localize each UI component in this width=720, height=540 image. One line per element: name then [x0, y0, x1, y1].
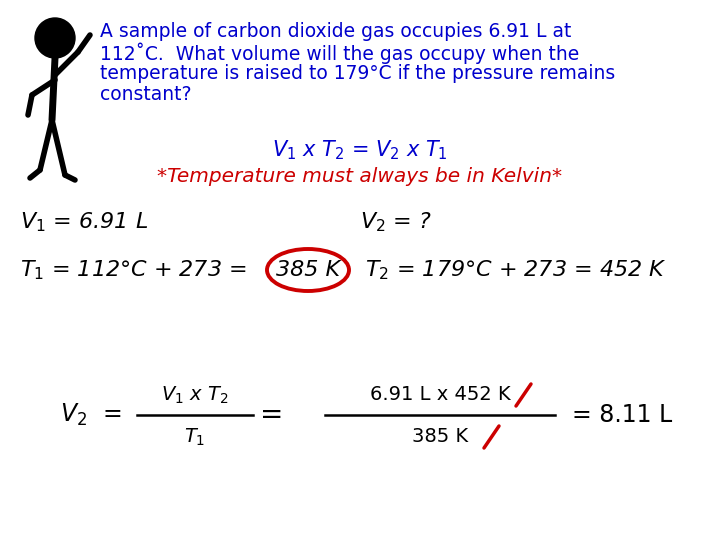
- Text: $T_2$ = 179°C + 273 = 452 K: $T_2$ = 179°C + 273 = 452 K: [365, 258, 667, 281]
- Text: $V_1$ = 6.91 L: $V_1$ = 6.91 L: [20, 210, 148, 234]
- Text: 385 K: 385 K: [412, 428, 468, 447]
- Text: $V_1$ x $T_2$ = $V_2$ x $T_1$: $V_1$ x $T_2$ = $V_2$ x $T_1$: [272, 138, 448, 161]
- Text: constant?: constant?: [100, 85, 192, 104]
- Text: *Temperature must always be in Kelvin*: *Temperature must always be in Kelvin*: [158, 167, 562, 186]
- Text: = 8.11 L: = 8.11 L: [572, 403, 672, 427]
- Text: 6.91 L x 452 K: 6.91 L x 452 K: [369, 386, 510, 404]
- Text: A sample of carbon dioxide gas occupies 6.91 L at: A sample of carbon dioxide gas occupies …: [100, 22, 572, 41]
- Text: 112˚C.  What volume will the gas occupy when the: 112˚C. What volume will the gas occupy w…: [100, 43, 580, 64]
- Text: 385 K: 385 K: [276, 260, 340, 280]
- Circle shape: [35, 18, 75, 58]
- Text: $T_1$ = 112°C + 273 =: $T_1$ = 112°C + 273 =: [20, 258, 247, 281]
- Text: $V_2$ = ?: $V_2$ = ?: [360, 210, 432, 234]
- Text: $V_2$  =: $V_2$ =: [60, 402, 122, 428]
- Text: $T_1$: $T_1$: [184, 427, 206, 448]
- Text: $V_1$ x $T_2$: $V_1$ x $T_2$: [161, 384, 229, 406]
- Text: =: =: [261, 401, 284, 429]
- Text: temperature is raised to 179°C if the pressure remains: temperature is raised to 179°C if the pr…: [100, 64, 616, 83]
